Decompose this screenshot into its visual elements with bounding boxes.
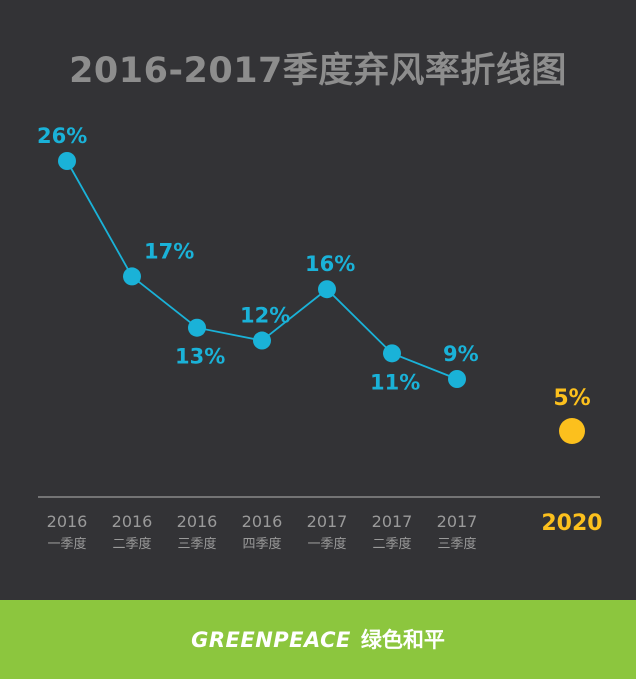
x-tick-year: 2016 (177, 512, 218, 531)
data-label: 26% (37, 124, 87, 148)
data-label: 17% (144, 239, 194, 263)
data-point (58, 152, 76, 170)
x-tick-year: 2016 (112, 512, 153, 531)
x-tick-quarter: 三季度 (437, 536, 476, 552)
x-tick-quarter: 二季度 (112, 536, 151, 552)
x-tick-year: 2017 (372, 512, 413, 531)
x-tick-year: 2016 (47, 512, 88, 531)
data-point (188, 318, 206, 337)
x-tick-quarter: 一季度 (47, 536, 86, 552)
x-tick-year: 2017 (437, 512, 478, 531)
brand-latin-text: GREENPEACE (191, 628, 351, 652)
data-point (123, 267, 141, 286)
x-tick-quarter: 四季度 (242, 536, 281, 552)
data-label: 9% (443, 342, 479, 366)
data-point (448, 370, 466, 388)
data-label: 11% (370, 370, 420, 394)
x-tick-year: 2016 (242, 512, 283, 531)
data-label: 12% (240, 304, 290, 328)
line-chart: 26% 17% 13% 12% 16% 11% 9% 5% 2016 一季度 2016 二季度 2016… (37, 124, 603, 552)
target-label: 5% (553, 386, 590, 411)
data-label: 13% (175, 345, 225, 369)
data-point (253, 331, 271, 350)
chart-title: 2016-2017季度弃风率折线图 (69, 51, 567, 91)
target-point (559, 418, 585, 444)
greenpeace-logo: GREENPEACE 绿色和平 (0, 624, 636, 654)
brand-chinese-text: 绿色和平 (360, 628, 445, 652)
x-tick-year: 2020 (541, 511, 602, 536)
footer-bar (0, 600, 636, 679)
x-tick-quarter: 一季度 (307, 536, 346, 552)
x-tick-quarter: 二季度 (372, 536, 411, 552)
data-point (318, 280, 336, 299)
x-tick-year: 2017 (307, 512, 348, 531)
x-tick-quarter: 三季度 (177, 536, 216, 552)
data-point (383, 344, 401, 363)
data-label: 16% (305, 252, 355, 276)
